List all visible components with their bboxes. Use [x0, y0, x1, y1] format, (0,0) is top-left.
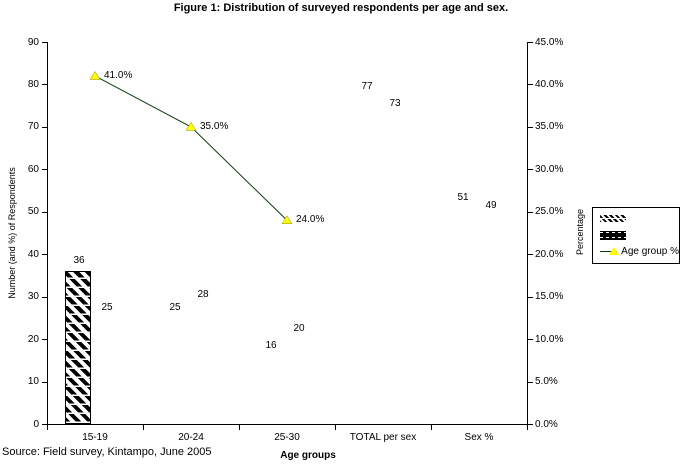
- x-axis-title: Age groups: [280, 450, 336, 461]
- y-left-tick-label: 60: [27, 163, 39, 175]
- y-right-tick-label: 15.0%: [535, 291, 564, 303]
- triangle-marker: [281, 215, 293, 225]
- x-axis-tick: [527, 425, 528, 430]
- y-right-tick-label: 35.0%: [535, 121, 564, 133]
- y-right-tick: [528, 296, 533, 298]
- x-axis-line: [47, 424, 528, 425]
- triangle-marker: [89, 70, 101, 80]
- x-tick-label: 25-30: [274, 432, 300, 443]
- y-right-tick: [528, 211, 533, 213]
- y-right-tick: [528, 424, 533, 425]
- y-left-tick: [42, 84, 47, 86]
- y-right-tick: [528, 84, 533, 86]
- y-right-tick: [528, 126, 533, 128]
- x-axis-tick: [431, 425, 432, 430]
- legend-label-age-group-pct: Age group %: [621, 246, 679, 258]
- bar-value-label: 20: [293, 323, 305, 335]
- bar-value-label: 77: [361, 81, 373, 93]
- y-right-tick: [528, 254, 533, 256]
- line-yellow-triangle-marker: [600, 247, 619, 256]
- y-left-tick: [42, 339, 47, 341]
- x-tick-label: Sex %: [464, 432, 494, 443]
- x-tick-label: TOTAL per sex: [349, 432, 417, 443]
- y-right-tick-label: 20.0%: [535, 248, 564, 260]
- y-left-tick-label: 10: [27, 376, 39, 388]
- triangle-marker: [185, 121, 197, 131]
- x-axis-tick: [335, 425, 336, 430]
- bar-value-label: 49: [485, 200, 497, 212]
- line-point-label: 35.0%: [200, 120, 229, 132]
- source-note: Source: Field survey, Kintampo, June 200…: [2, 446, 212, 458]
- y-left-axis-line: [47, 42, 48, 425]
- x-tick-label: 15-19: [82, 432, 108, 443]
- y-right-tick-label: 30.0%: [535, 163, 564, 175]
- y-left-tick-label: 40: [27, 248, 39, 260]
- y-right-tick: [528, 339, 533, 341]
- bar-value-label: 25: [169, 301, 181, 313]
- bar-value-label: 25: [101, 301, 113, 313]
- y-left-tick-label: 80: [27, 78, 39, 90]
- bar-value-label: 28: [197, 289, 209, 301]
- y-right-tick-label: 0.0%: [535, 418, 558, 430]
- x-axis-tick: [239, 425, 240, 430]
- black-white-dash-swatch: [600, 230, 626, 240]
- y-right-axis-title: Percentage: [575, 208, 585, 256]
- line-point-label: 24.0%: [296, 214, 325, 226]
- x-axis-tick: [47, 425, 48, 430]
- bar-value-label: 16: [265, 340, 277, 352]
- y-left-tick: [42, 296, 47, 298]
- x-axis-tick: [143, 425, 144, 430]
- y-left-tick-label: 0: [33, 418, 39, 430]
- y-left-tick: [42, 381, 47, 383]
- legend-entry-age-group-pct: Age group %: [600, 246, 679, 258]
- bar-15-19-male: [65, 271, 91, 424]
- y-left-tick-label: 30: [27, 291, 39, 303]
- y-left-tick: [42, 169, 47, 171]
- y-left-tick: [42, 211, 47, 213]
- y-right-tick-label: 10.0%: [535, 333, 564, 345]
- y-left-tick: [42, 254, 47, 256]
- y-right-tick: [528, 169, 533, 171]
- y-right-tick-label: 45.0%: [535, 36, 564, 48]
- legend: Age group %: [592, 207, 680, 264]
- y-left-tick-label: 20: [27, 333, 39, 345]
- hatched-diagonal-swatch: [600, 215, 626, 224]
- x-tick-label: 20-24: [178, 432, 204, 443]
- bar-value-label: 36: [73, 255, 85, 267]
- y-left-tick-label: 70: [27, 121, 39, 133]
- y-right-tick-label: 40.0%: [535, 78, 564, 90]
- bar-value-label: 51: [457, 191, 469, 203]
- chart-title: Figure 1: Distribution of surveyed respo…: [173, 2, 509, 14]
- y-right-tick-label: 25.0%: [535, 206, 564, 218]
- y-left-tick-label: 50: [27, 206, 39, 218]
- y-left-tick: [42, 424, 47, 425]
- y-left-tick: [42, 42, 47, 43]
- y-right-tick: [528, 42, 533, 43]
- y-right-tick-label: 5.0%: [535, 376, 558, 388]
- y-left-axis-title: Number (and %) of Respondents: [7, 167, 17, 299]
- line-point-label: 41.0%: [104, 69, 133, 81]
- y-right-axis-line: [527, 42, 528, 425]
- bar-value-label: 73: [389, 98, 401, 110]
- y-left-tick-label: 90: [27, 36, 39, 48]
- y-right-tick: [528, 381, 533, 383]
- y-left-tick: [42, 126, 47, 128]
- legend-entry-series2: [600, 229, 679, 241]
- legend-entry-series1: [600, 213, 679, 225]
